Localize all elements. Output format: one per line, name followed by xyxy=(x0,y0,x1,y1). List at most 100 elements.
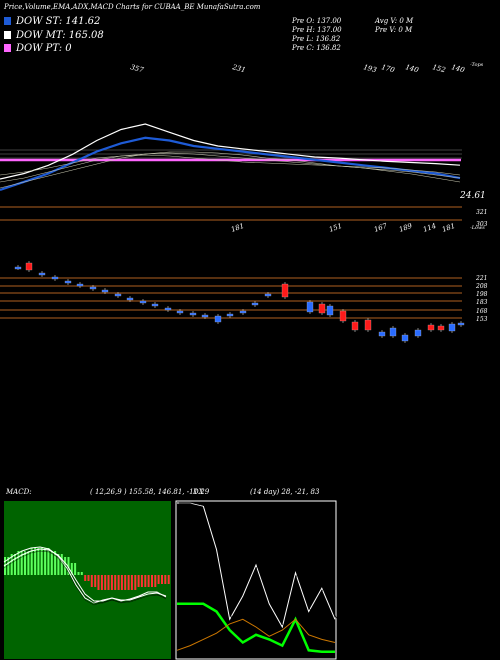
candle-panel: 221 208 198 183 168 153 xyxy=(0,261,488,343)
adx-line-2 xyxy=(177,602,335,654)
ema-panel xyxy=(0,123,462,221)
macd-bar xyxy=(157,575,160,584)
top-label-5: 140 xyxy=(404,63,420,74)
candle xyxy=(14,266,22,270)
candle xyxy=(226,313,234,317)
macd-bar xyxy=(27,551,30,575)
macd-bar xyxy=(70,563,73,575)
candle-level-221: 221 xyxy=(475,275,487,282)
macd-bar xyxy=(17,551,20,575)
tops-label: -Tops xyxy=(470,62,484,68)
macd-bar xyxy=(147,575,150,587)
macd-bar xyxy=(67,557,70,575)
macd-bar xyxy=(20,551,23,575)
chart-title: Price,Volume,EMA,ADX,MACD Charts for CUB… xyxy=(4,3,261,11)
macd-lines xyxy=(3,546,167,606)
legend-swatch-st xyxy=(4,17,11,25)
ema-line-mt xyxy=(0,123,461,180)
legend-label-st: DOW ST: 141.62 xyxy=(16,16,101,27)
candle-level-153: 153 xyxy=(476,316,488,323)
candle xyxy=(378,331,386,337)
candle xyxy=(448,323,456,332)
candle xyxy=(239,310,247,314)
candle-level-198: 198 xyxy=(476,291,488,298)
adx-panel xyxy=(175,500,338,660)
macd-bar xyxy=(127,575,130,590)
candle xyxy=(64,280,72,284)
candle xyxy=(214,315,222,323)
macd-line-shadow-2 xyxy=(3,550,167,604)
macd-bar xyxy=(164,575,167,584)
candle-level-183: 183 xyxy=(476,299,488,306)
top-label-3: 193 xyxy=(362,63,378,74)
legend-label-mt: DOW MT: 165.08 xyxy=(16,30,104,41)
ema-lines xyxy=(0,123,461,192)
candle xyxy=(437,325,445,331)
ema-level-303: 303 xyxy=(476,221,488,228)
candle xyxy=(264,293,272,297)
candle xyxy=(339,310,347,322)
macd-bar xyxy=(161,575,163,584)
candle xyxy=(306,301,314,313)
top-label-7: 140 xyxy=(450,63,466,74)
legend-label-pt: DOW PT: 0 xyxy=(16,43,72,54)
candle xyxy=(151,303,159,307)
candle xyxy=(25,262,33,271)
candle xyxy=(201,314,209,318)
macd-line-1 xyxy=(3,546,167,604)
top-label-1: 357 xyxy=(129,63,145,74)
candle xyxy=(139,300,147,304)
macd-bar xyxy=(94,575,97,587)
legend-dow-mt: DOW MT: 165.08 xyxy=(4,30,104,41)
legend-dow-pt: DOW PT: 0 xyxy=(4,43,72,54)
adx-params: (14 day) 28, -21, 83 xyxy=(250,488,320,496)
low-label-6: 181 xyxy=(441,222,456,234)
legend-dow-st: DOW ST: 141.62 xyxy=(4,16,100,27)
macd-bar xyxy=(14,554,16,575)
ema-line-faint xyxy=(0,151,461,189)
legend-swatch-mt xyxy=(4,31,11,39)
info-high: Pre H: 137.00 xyxy=(292,26,342,34)
info-prev-volume: Pre V: 0 M xyxy=(375,26,413,34)
macd-bar xyxy=(130,575,133,590)
candle-level-208: 208 xyxy=(475,283,488,290)
candle xyxy=(326,305,334,316)
candle xyxy=(414,329,422,337)
macd-bar xyxy=(80,572,83,575)
top-label-6: 152 xyxy=(431,63,447,74)
macd-bar xyxy=(24,551,26,575)
candle xyxy=(126,297,134,301)
macd-bar xyxy=(151,575,153,587)
macd-bar xyxy=(7,557,10,575)
low-label-4: 189 xyxy=(398,222,414,234)
macd-bar xyxy=(154,575,157,587)
candle xyxy=(401,334,409,342)
candle xyxy=(101,289,109,293)
candle xyxy=(76,283,84,287)
macd-bar xyxy=(54,551,57,575)
candle xyxy=(318,303,326,314)
macd-line-2 xyxy=(3,548,167,602)
macd-bar xyxy=(117,575,120,590)
macd-line-shadow-1 xyxy=(3,548,167,606)
ema-line-faint xyxy=(0,152,461,183)
macd-label: MACD: xyxy=(5,488,32,496)
macd-bar xyxy=(57,554,60,575)
macd-params: ( 12,26,9 ) 155.58, 146.81, -11.29 xyxy=(90,488,210,496)
candle xyxy=(457,322,465,326)
candle xyxy=(38,272,46,276)
macd-bar xyxy=(77,572,80,575)
macd-bar xyxy=(107,575,110,590)
macd-bar xyxy=(10,554,13,575)
candle xyxy=(427,324,435,331)
top-label-2: 231 xyxy=(231,63,247,74)
ema-line-faint xyxy=(0,154,461,176)
macd-bar xyxy=(110,575,113,590)
macd-bar xyxy=(44,548,47,575)
low-label-3: 167 xyxy=(373,222,389,234)
macd-bar xyxy=(30,548,33,575)
adx-line-3 xyxy=(176,618,336,651)
macd-bar xyxy=(104,575,107,590)
macd-panel xyxy=(3,501,171,659)
